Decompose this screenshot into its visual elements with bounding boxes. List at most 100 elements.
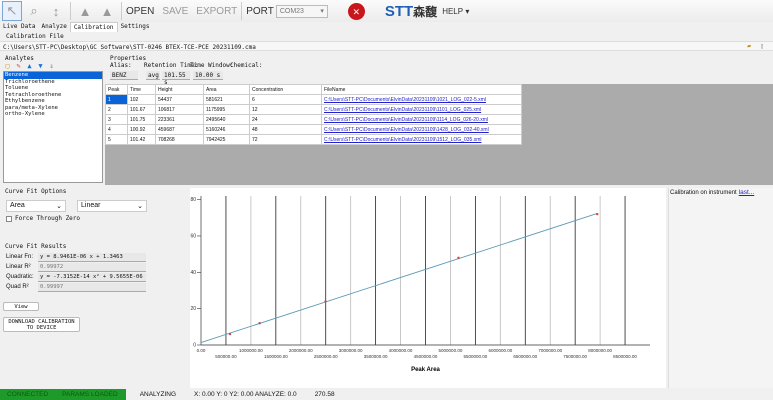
table-cell[interactable]: 54437	[155, 94, 204, 105]
table-cell[interactable]: 223361	[155, 114, 204, 125]
table-cell[interactable]: 101.75	[127, 114, 156, 125]
vertical-pan-icon[interactable]: ↕	[52, 3, 60, 19]
table-cell[interactable]: 48	[249, 124, 322, 135]
linear-r2-field[interactable]: 0.99972	[38, 262, 146, 272]
new-file-icon[interactable]: ▯	[760, 42, 765, 50]
filename-link[interactable]: C:\Users\STT-PC\Documents\ElvinData\2023…	[324, 126, 489, 133]
quadratic-fn-field[interactable]: y = -7.3152E-14 x² + 9.5655E-06 x +	[38, 272, 146, 282]
properties-label: Properties	[110, 55, 147, 62]
table-cell[interactable]: 4	[105, 124, 128, 135]
calibration-file-path: C:\Users\STT-PC\Desktop\GC Software\STT-…	[0, 41, 773, 51]
column-header[interactable]: Time	[127, 84, 156, 95]
peak-2-icon[interactable]: ▲	[100, 3, 114, 19]
analyte-item[interactable]: Tetrachloroethene	[5, 91, 62, 98]
chevron-down-icon: ⌄	[56, 203, 62, 210]
table-cell[interactable]: 72	[249, 134, 322, 145]
alias-field[interactable]: BENZ	[110, 71, 138, 80]
curve-fit-results-label: Curve Fit Results	[5, 243, 67, 250]
fit-basis-select[interactable]: Area ⌄	[6, 200, 66, 212]
analytes-list[interactable]: Benzene Trichloroethene Toluene Tetrachloro…	[3, 71, 103, 183]
peak-1-icon[interactable]: ▲	[78, 3, 92, 19]
table-cell[interactable]: 100.92	[127, 124, 156, 135]
table-cell[interactable]: 106817	[155, 104, 204, 115]
fit-line	[200, 213, 598, 343]
tab-analyze[interactable]: Analyze	[41, 23, 67, 30]
table-cell[interactable]: 1	[105, 94, 128, 105]
download-calibration-button[interactable]: DOWNLOAD CALIBRATION TO DEVICE	[3, 317, 80, 332]
save-button[interactable]: SAVE	[162, 5, 189, 17]
pointer-tool-icon[interactable]: ↖	[2, 1, 22, 21]
data-point	[324, 300, 327, 303]
table-row[interactable]: 2 101.67 106817 1175995 12 C:\Users\STT-PC\Do…	[105, 104, 522, 115]
table-row[interactable]: 3 101.75 223361 2495640 24 C:\Users\STT-PC\Do…	[105, 114, 522, 125]
force-zero-checkbox[interactable]: Force Through Zero	[6, 215, 80, 222]
disconnect-icon[interactable]: ✕	[347, 2, 365, 20]
analyte-item[interactable]: para/meta-Xylene	[5, 104, 58, 111]
move-up-icon[interactable]: ▲	[27, 62, 32, 70]
table-cell[interactable]: 2495640	[203, 114, 250, 125]
open-button[interactable]: OPEN	[126, 5, 155, 17]
x-tick-label: 6500000.00	[513, 354, 537, 359]
last-calibration-link[interactable]: last...	[738, 189, 755, 196]
table-cell[interactable]: 708268	[155, 134, 204, 145]
analyte-item[interactable]: Ethylbenzene	[5, 98, 45, 104]
table-cell[interactable]: 7942425	[203, 134, 250, 145]
x-tick-label: 1000000.00	[239, 348, 263, 353]
zoom-icon[interactable]: ⌕	[30, 3, 38, 18]
table-cell[interactable]: 101.42	[127, 134, 156, 145]
instrument-panel-header: Calibration on instrument last...	[669, 188, 773, 197]
table-cell[interactable]: 12	[249, 104, 322, 115]
table-row[interactable]: 5 101.42 708268 7942425 72 C:\Users\STT-PC\Do…	[105, 134, 522, 145]
table-cell[interactable]: 459687	[155, 124, 204, 135]
tab-calibration[interactable]: Calibration	[69, 22, 118, 32]
column-header[interactable]: Height	[155, 84, 204, 95]
move-down-icon[interactable]: ▼	[38, 62, 43, 70]
table-cell[interactable]: 581621	[203, 94, 250, 105]
quad-r2-field[interactable]: 0.99997	[38, 282, 146, 292]
column-header[interactable]: Concentration	[249, 84, 322, 95]
analyzing-status: ANALYZING	[139, 391, 177, 398]
table-row[interactable]: 4 100.92 459687 5160246 48 C:\Users\STT-PC\Do…	[105, 124, 522, 135]
view-button[interactable]: View	[3, 302, 39, 311]
table-cell[interactable]: 102	[127, 94, 156, 105]
table-row[interactable]: 1 102 54437 581621 6 C:\Users\STT-PC\Document…	[105, 94, 522, 105]
retention-time-field[interactable]: 101.55 s	[162, 71, 190, 86]
checkbox-box[interactable]	[6, 215, 12, 222]
table-cell[interactable]: 5160246	[203, 124, 250, 135]
analyte-item[interactable]: Trichloroethene	[5, 78, 55, 85]
table-cell[interactable]: 5	[105, 134, 128, 145]
table-cell[interactable]: 101.67	[127, 104, 156, 115]
filename-link[interactable]: C:\Users\STT-PC\Documents\ElvinData\2023…	[324, 106, 482, 113]
linear-fn-field[interactable]: y = 8.9461E-06 x + 1.3463	[38, 252, 146, 262]
table-cell[interactable]: 2	[105, 104, 128, 115]
table-cell[interactable]: 3	[105, 114, 128, 125]
fit-model-select[interactable]: Linear ⌄	[77, 200, 147, 212]
time-window-field[interactable]: 10.00 s	[193, 71, 223, 80]
tab-live-data[interactable]: Live Data	[3, 23, 36, 30]
table-cell[interactable]: 6	[249, 94, 322, 105]
x-tick-label: 3500000.00	[364, 354, 388, 359]
port-select[interactable]: COM23 ▾	[275, 4, 328, 18]
help-button[interactable]: HELP ▾	[442, 6, 470, 16]
edit-analyte-icon[interactable]: ✎	[16, 62, 21, 70]
analyte-item[interactable]: ortho-Xylene	[5, 111, 45, 117]
filename-link[interactable]: C:\Users\STT-PC\Documents\ElvinData\2023…	[324, 96, 486, 103]
retention-time-label: Retention Time:	[144, 62, 199, 69]
x-tick-label: 4500000.00	[414, 354, 438, 359]
column-header[interactable]: Area	[203, 84, 250, 95]
retention-mode-field[interactable]: avg	[146, 71, 160, 80]
open-folder-icon[interactable]: ▰	[747, 42, 752, 50]
table-cell[interactable]: 24	[249, 114, 322, 125]
filename-link[interactable]: C:\Users\STT-PC\Documents\ElvinData\2023…	[324, 116, 488, 123]
sort-icon[interactable]: ⇓	[49, 62, 54, 70]
tab-settings[interactable]: Settings	[120, 23, 150, 30]
analyte-item[interactable]: Toluene	[5, 85, 29, 91]
analyte-item[interactable]: Benzene	[4, 72, 102, 79]
table-cell[interactable]: 1175995	[203, 104, 250, 115]
x-tick-label: 1500000.00	[264, 354, 288, 359]
column-header[interactable]: FileName	[321, 84, 522, 95]
column-header[interactable]: Peak	[105, 84, 128, 95]
export-button[interactable]: EXPORT	[196, 5, 238, 17]
new-analyte-icon[interactable]: ▢	[5, 62, 10, 70]
filename-link[interactable]: C:\Users\STT-PC\Documents\ElvinData\2023…	[324, 136, 482, 143]
